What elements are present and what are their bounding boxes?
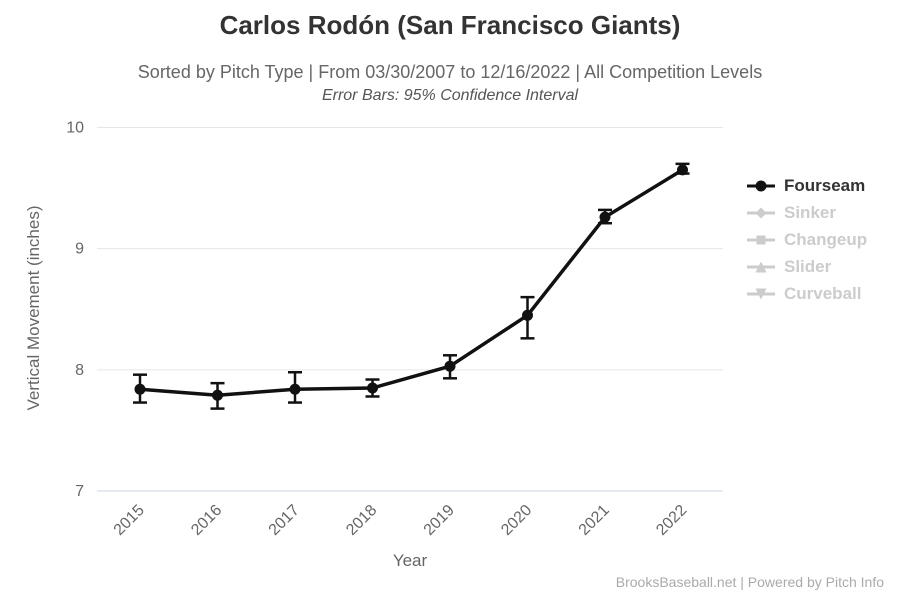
x-tick-label: 2021	[576, 502, 613, 539]
diamond-legend-marker-icon	[747, 207, 775, 218]
x-tick-label: 2015	[111, 502, 148, 539]
legend-marker-symbol	[755, 180, 767, 191]
square-legend-marker-icon	[747, 235, 775, 244]
x-tick-label: 2016	[188, 502, 225, 539]
y-tick-label: 9	[75, 241, 84, 258]
triangle-legend-marker-icon	[747, 261, 775, 272]
chart-title: Carlos Rodón (San Francisco Giants)	[219, 10, 681, 40]
legend-label: Fourseam	[784, 175, 866, 195]
data-point-marker	[599, 211, 611, 223]
circle-legend-marker-icon	[747, 180, 775, 191]
legend-marker-symbol	[756, 235, 766, 244]
data-point-marker	[134, 383, 146, 395]
legend-item-curveball[interactable]: Curveball	[746, 280, 867, 307]
legend-marker-symbol	[755, 288, 767, 299]
data-point-marker	[289, 383, 301, 395]
data-point-marker	[212, 389, 223, 401]
triangle-down-legend-marker-icon	[747, 288, 775, 299]
x-tick-label: 2017	[266, 502, 303, 539]
y-axis-title: Vertical Movement (inches)	[24, 205, 43, 411]
legend-label: Changeup	[784, 229, 868, 249]
x-tick-label: 2020	[498, 502, 535, 539]
legend-label: Curveball	[784, 283, 862, 303]
legend-item-fourseam[interactable]: Fourseam	[746, 172, 867, 199]
legend-label: Sinker	[784, 202, 836, 222]
x-tick-label: 2018	[343, 502, 380, 539]
legend: Fourseam Sinker Changeup Slider Curveball	[746, 172, 867, 307]
legend-item-changeup[interactable]: Changeup	[746, 226, 867, 253]
legend-label: Slider	[784, 256, 832, 276]
data-point-marker	[522, 309, 533, 321]
legend-marker-symbol	[755, 261, 767, 272]
y-tick-label: 8	[75, 362, 84, 379]
error-bars-note: Error Bars: 95% Confidence Interval	[321, 87, 579, 104]
y-tick-label: 10	[66, 120, 84, 137]
legend-item-sinker[interactable]: Sinker	[746, 199, 867, 226]
legend-item-slider[interactable]: Slider	[746, 253, 867, 280]
legend-marker-symbol	[755, 207, 767, 218]
data-point-marker	[677, 164, 688, 176]
data-point-marker	[444, 360, 456, 372]
chart-subtitle: Sorted by Pitch Type | From 03/30/2007 t…	[137, 62, 763, 82]
y-tick-label: 7	[75, 483, 84, 500]
series-line	[139, 168, 684, 398]
x-tick-label: 2022	[653, 502, 690, 539]
credit-text: BrooksBaseball.net | Powered by Pitch In…	[615, 574, 884, 590]
x-axis-title: Year	[392, 551, 428, 570]
data-point-marker	[367, 382, 378, 394]
x-tick-label: 2019	[421, 502, 458, 539]
